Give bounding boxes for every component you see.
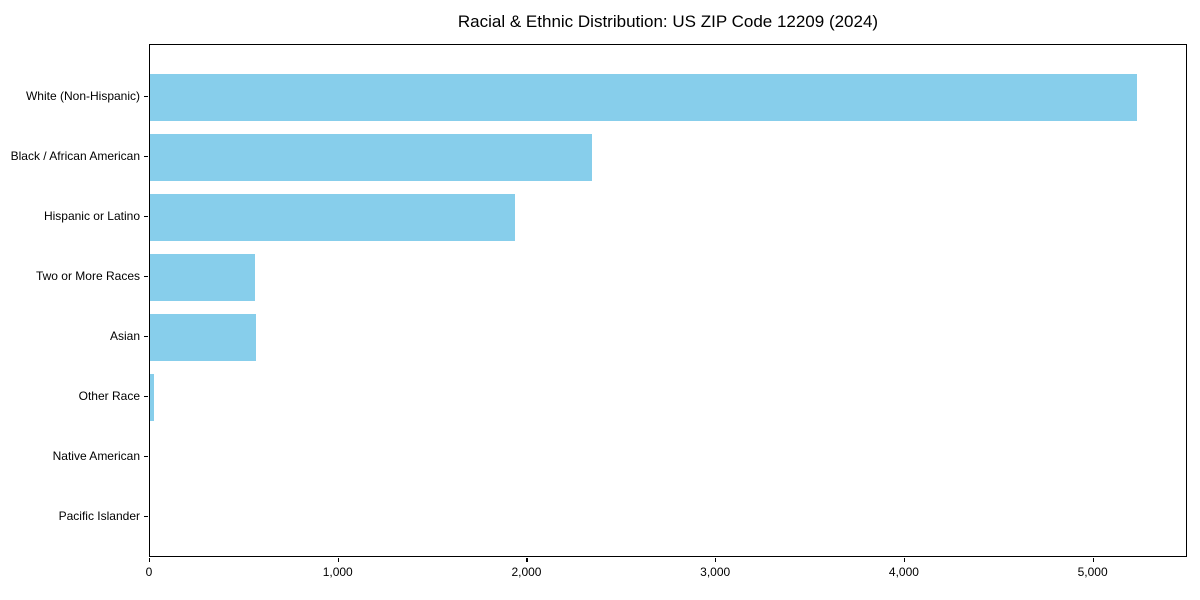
x-tick-mark [715, 558, 717, 562]
y-tick-mark [144, 336, 148, 338]
y-tick-mark [144, 216, 148, 218]
x-tick-label: 3,000 [700, 565, 731, 579]
y-tick-mark [144, 96, 148, 98]
y-tick-mark [144, 456, 148, 458]
bar-black-african-american [150, 133, 592, 181]
bar-asian [150, 313, 257, 361]
x-tick-label: 2,000 [511, 565, 542, 579]
y-tick-mark [144, 396, 148, 398]
bar-other-race [150, 373, 154, 421]
x-tick-mark [1092, 558, 1094, 562]
y-tick-mark [144, 516, 148, 518]
y-tick-label: Asian [109, 329, 140, 343]
bar-white-non-hispanic- [150, 73, 1138, 121]
y-tick-mark [144, 156, 148, 158]
x-tick-mark [903, 558, 906, 562]
x-tick-mark [149, 558, 151, 562]
y-tick-mark [144, 276, 148, 278]
y-tick-label: Other Race [78, 389, 140, 403]
y-tick-label: Two or More Races [35, 269, 140, 283]
x-tick-label: 0 [145, 565, 153, 579]
chart-title: Racial & Ethnic Distribution: US ZIP Cod… [457, 12, 879, 31]
y-tick-label: Pacific Islander [58, 509, 140, 523]
y-tick-label: White (Non-Hispanic) [25, 89, 140, 103]
x-tick-label: 5,000 [1077, 565, 1108, 579]
x-tick-mark [337, 558, 339, 562]
bar-two-or-more-races [150, 253, 255, 301]
bar-hispanic-or-latino [150, 193, 516, 241]
y-tick-label: Black / African American [10, 149, 140, 163]
y-tick-label: Native American [52, 449, 140, 463]
x-tick-label: 4,000 [888, 565, 919, 579]
x-tick-label: 1,000 [322, 565, 353, 579]
y-tick-label: Hispanic or Latino [43, 209, 140, 223]
plot-area [149, 44, 1187, 557]
x-tick-mark [526, 558, 528, 562]
